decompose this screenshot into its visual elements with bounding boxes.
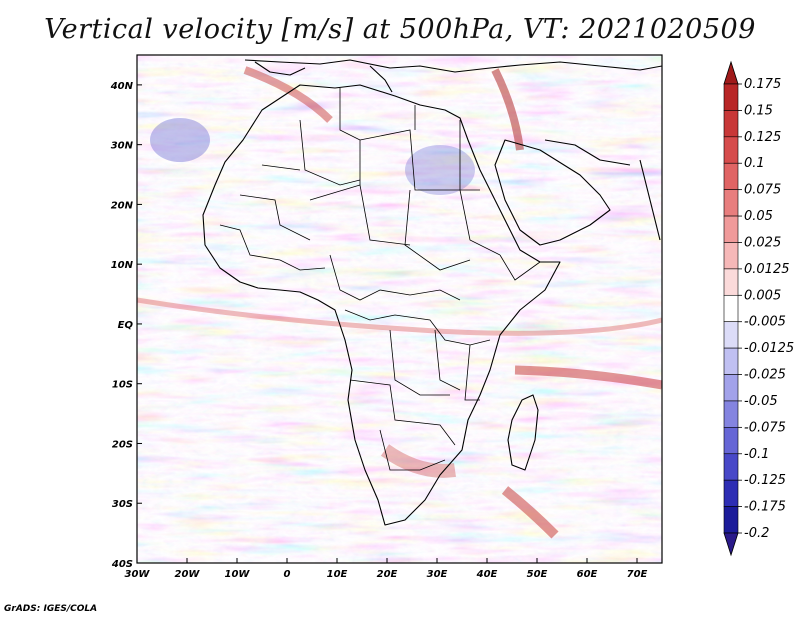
map-title: Vertical velocity [m/s] at 500hPa, VT: 2… bbox=[44, 14, 756, 45]
lat-tick-label: 30N bbox=[111, 141, 134, 152]
lon-tick-label: 70E bbox=[627, 569, 648, 580]
colorbar-label: 0.175 bbox=[744, 77, 781, 92]
colorbar: 0.175 0.15 0.125 0.1 0.075 0.05 0.025 0.0125 0.0… bbox=[723, 60, 794, 557]
colorbar-segment bbox=[723, 321, 739, 349]
lon-tick-label: 60E bbox=[577, 569, 598, 580]
colorbar-label: 0.1 bbox=[744, 156, 765, 171]
lon-tick-label: 10E bbox=[327, 569, 348, 580]
colorbar-segment bbox=[723, 268, 739, 296]
colorbar-segment bbox=[723, 427, 739, 455]
colorbar-segment bbox=[723, 294, 739, 323]
footer-credit: GrADS: IGES/COLA bbox=[4, 604, 98, 614]
lat-tick-label: 40S bbox=[111, 559, 133, 570]
latitude-axis: 40N 30N 20N 10N EQ 10S 20S 30S 40S bbox=[110, 81, 142, 570]
red-sea-red-band bbox=[491, 68, 524, 151]
iberia-coastline bbox=[254, 61, 306, 76]
colorbar-top-arrow bbox=[723, 60, 739, 85]
colorbar-segment bbox=[723, 506, 739, 534]
india-coastline bbox=[639, 159, 661, 241]
colorbar-segment bbox=[723, 347, 739, 375]
north-africa-red-band bbox=[243, 66, 333, 123]
lon-tick-label: 20W bbox=[175, 569, 201, 580]
colorbar-label: -0.0125 bbox=[744, 341, 794, 356]
colorbar-segment bbox=[723, 453, 739, 481]
colorbar-label: -0.075 bbox=[744, 420, 786, 435]
colorbar-label: -0.05 bbox=[744, 394, 778, 409]
lat-tick-label: 20S bbox=[112, 439, 133, 450]
colorbar-segment bbox=[723, 215, 739, 243]
colorbar-segment bbox=[723, 110, 739, 138]
colorbar-label: 0.15 bbox=[744, 103, 773, 118]
colorbar-segment bbox=[723, 479, 739, 507]
colorbar-label: 0.025 bbox=[744, 235, 781, 250]
lat-tick-label: EQ bbox=[118, 320, 134, 331]
southern-africa-red-band bbox=[380, 444, 456, 478]
colorbar-label: -0.2 bbox=[744, 526, 769, 541]
longitude-axis: 30W 20W 10W 0 10E 20E 30E 40E 50E 60E 70E bbox=[125, 558, 648, 580]
colorbar-label: 0.125 bbox=[744, 130, 781, 145]
lon-tick-label: 10W bbox=[225, 569, 251, 580]
colorbar-label: 0.0125 bbox=[744, 262, 790, 277]
lat-tick-label: 10S bbox=[112, 380, 133, 391]
coastlines bbox=[202, 59, 662, 526]
colorbar-segment bbox=[723, 162, 739, 190]
colorbar-segment bbox=[723, 374, 739, 402]
madagascar-south-red-band bbox=[501, 486, 559, 539]
colorbar-label: 0.075 bbox=[744, 183, 781, 198]
madagascar-coastline bbox=[507, 394, 539, 471]
colorbar-label: -0.1 bbox=[744, 447, 769, 462]
lon-tick-label: 50E bbox=[527, 569, 548, 580]
sahara-blue-patch bbox=[405, 145, 475, 195]
colorbar-label: -0.005 bbox=[744, 315, 786, 330]
lon-tick-label: 30W bbox=[125, 569, 151, 580]
lat-tick-label: 20N bbox=[111, 200, 134, 211]
colorbar-label: 0.005 bbox=[744, 288, 781, 303]
lat-tick-label: 40N bbox=[110, 81, 134, 92]
colorbar-bottom-arrow bbox=[723, 532, 739, 557]
italy-coastline bbox=[369, 65, 393, 93]
lon-tick-label: 0 bbox=[284, 569, 291, 580]
indian-ocean-red-band bbox=[514, 365, 662, 390]
colorbar-label: 0.05 bbox=[744, 209, 773, 224]
atlantic-blue-eddy bbox=[150, 118, 210, 162]
colorbar-label: -0.125 bbox=[744, 473, 786, 488]
africa-coastline bbox=[202, 84, 561, 526]
lon-tick-label: 40E bbox=[476, 569, 498, 580]
lon-tick-label: 30E bbox=[427, 569, 448, 580]
lat-tick-label: 10N bbox=[111, 260, 134, 271]
colorbar-segment bbox=[723, 83, 739, 111]
country-borders bbox=[219, 88, 541, 471]
colorbar-label: -0.025 bbox=[744, 368, 786, 383]
colorbar-segment bbox=[723, 400, 739, 428]
equatorial-red-band bbox=[137, 297, 662, 336]
colorbar-segment bbox=[723, 242, 739, 270]
plot-frame bbox=[136, 54, 663, 564]
arabia-coastline bbox=[494, 139, 611, 246]
persian-gulf-coastline bbox=[544, 139, 631, 166]
lon-tick-label: 20E bbox=[377, 569, 398, 580]
europe-coastline bbox=[244, 59, 662, 73]
velocity-field bbox=[137, 55, 662, 563]
colorbar-segment bbox=[723, 136, 739, 164]
colorbar-segment bbox=[723, 189, 739, 217]
lat-tick-label: 30S bbox=[112, 499, 133, 510]
colorbar-label: -0.175 bbox=[744, 500, 786, 515]
